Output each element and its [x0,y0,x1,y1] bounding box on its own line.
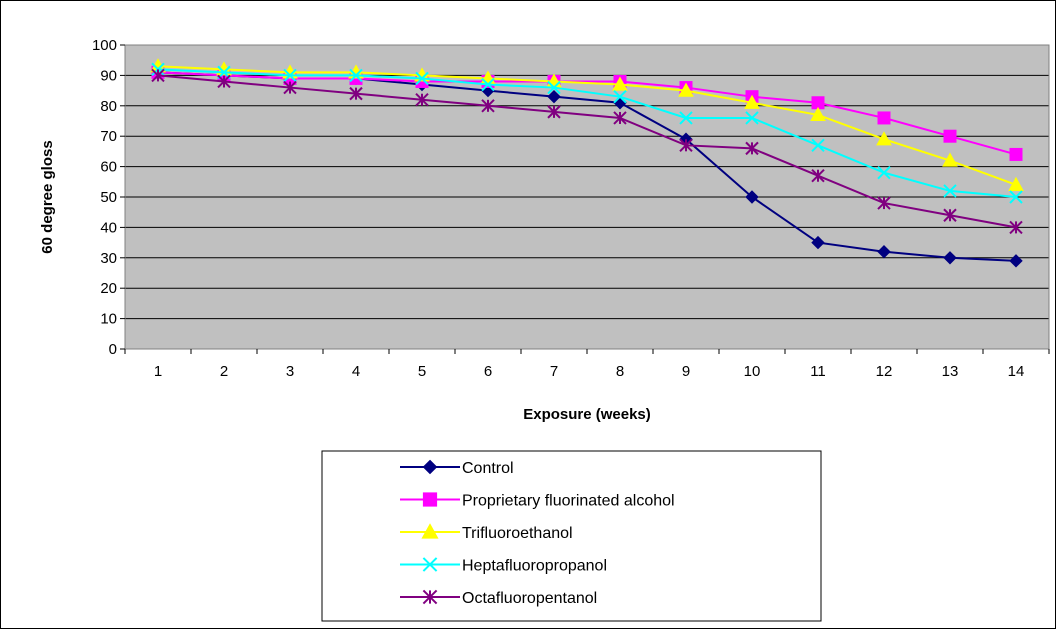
data-point [745,190,759,204]
y-tick-label: 0 [109,341,117,358]
y-tick-label: 70 [100,128,117,145]
data-point [481,99,495,113]
legend-item: Trifluoroethanol [400,523,573,542]
data-point [283,68,297,83]
data-point [811,169,825,183]
y-tick-label: 30 [100,250,117,267]
x-tick-label: 5 [418,363,426,380]
y-tick-label: 80 [100,98,117,115]
legend-item: Control [400,459,514,477]
data-point [943,251,957,265]
data-point [349,86,363,101]
data-point [547,89,561,104]
y-tick-label: 90 [100,67,117,84]
y-axis-title: 60 degree gloss [39,140,56,253]
data-point [745,111,759,125]
data-point [547,105,561,119]
x-tick-label: 10 [744,363,761,380]
data-point [481,77,495,92]
data-point [679,111,693,125]
data-point [1009,147,1023,161]
data-point [415,71,429,86]
data-point [1009,190,1023,204]
data-point [679,138,693,153]
data-point [877,165,891,180]
series-line [157,68,1017,198]
data-point [810,106,826,122]
y-tick-label: 40 [100,219,117,236]
data-point [612,76,628,91]
data-point [744,94,760,109]
data-point [943,184,957,198]
data-point [943,129,957,143]
y-tick-label: 20 [100,280,117,297]
series-line [157,74,1017,229]
y-axis-ticks: 0 10 20 30 40 50 60 70 80 90 100 [92,37,125,358]
diamond-marker [422,459,438,475]
x-tick-label: 2 [220,363,228,380]
x-tick-label: 3 [286,363,294,380]
data-point [547,80,561,95]
x-tick-label: 11 [810,363,826,380]
x-tick-label: 4 [352,363,360,380]
triangle-marker [421,523,439,539]
series-layer [150,58,1024,268]
legend-label: Heptafluoropropanol [462,558,607,575]
data-point [811,138,825,153]
x-axis-ticks: 1 2 3 4 5 6 7 8 9 10 11 12 13 14 [124,349,1050,380]
x-tick-label: 14 [1008,363,1025,380]
data-point [942,152,958,167]
legend-box [321,450,822,622]
x-tick-label: 9 [682,363,690,380]
star-marker [422,589,438,605]
x-tick-label: 7 [550,363,558,380]
data-point [151,62,165,77]
y-tick-label: 10 [100,311,117,328]
data-point [217,74,231,89]
legend-item: Octafluoropentanol [400,589,597,607]
data-point [349,68,363,83]
legend: Control Proprietary fluorinated alcohol Tr… [321,450,822,622]
data-point [876,131,892,146]
square-marker [422,492,438,507]
series-line [157,71,1017,156]
series-4 [151,62,1023,204]
data-point [811,235,825,250]
data-point [877,196,891,210]
y-tick-label: 100 [92,37,117,54]
data-point [943,208,957,222]
legend-item: Heptafluoropropanol [400,557,607,575]
series-line [157,65,1017,186]
data-point [613,111,627,125]
legend-label: Octafluoropentanol [462,590,597,607]
data-point [745,141,759,156]
legend-label: Control [462,460,514,477]
data-point [283,80,297,95]
data-point [415,93,429,107]
data-point [877,111,891,125]
x-axis-title: Exposure (weeks) [523,406,651,423]
x-tick-label: 13 [942,363,959,380]
y-tick-label: 50 [100,189,117,206]
data-point [1009,254,1023,268]
x-tick-label: 6 [484,363,492,380]
data-point [613,89,627,104]
data-point [1009,220,1023,235]
series-5 [151,68,1023,235]
x-marker [422,557,438,572]
legend-label: Trifluoroethanol [462,525,573,542]
x-tick-label: 1 [154,363,162,380]
data-point [151,68,165,83]
data-point [1008,176,1024,191]
legend-item: Proprietary fluorinated alcohol [400,492,675,510]
y-tick-label: 60 [100,159,117,176]
x-tick-label: 8 [616,363,624,380]
x-tick-label: 12 [876,363,893,380]
data-point [678,82,694,97]
legend-label: Proprietary fluorinated alcohol [462,493,675,510]
data-point [877,245,891,259]
